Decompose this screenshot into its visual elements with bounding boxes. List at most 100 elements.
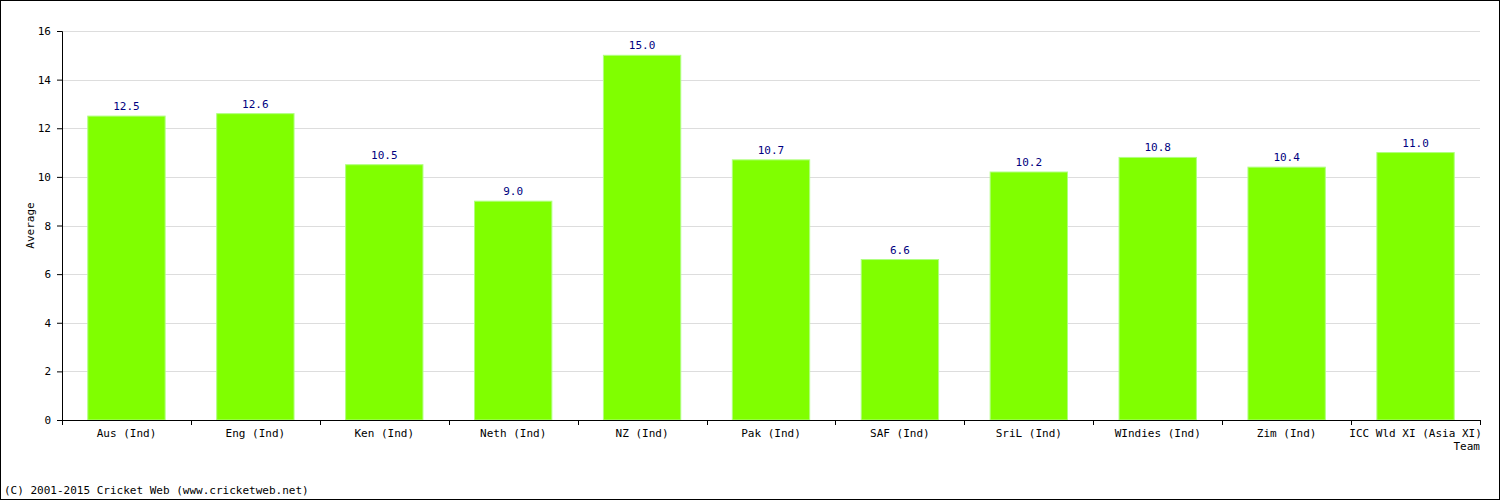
category-divider (835, 420, 836, 425)
x-tick-label: Eng (Ind) (226, 427, 286, 440)
y-tick: 6 (44, 268, 62, 281)
y-axis: 0 2 4 6 8 10 12 14 16 (38, 25, 63, 427)
x-tick: Ken (Ind) (354, 420, 414, 440)
grid (62, 32, 1480, 421)
y-tick-label: 16 (38, 25, 51, 38)
x-axis-line (63, 420, 1481, 421)
x-tick-label: Pak (Ind) (741, 427, 801, 440)
y-tick-mark (57, 31, 62, 32)
x-tick: Aus (Ind) (97, 420, 157, 440)
x-tick: Eng (Ind) (226, 420, 286, 440)
data-label: 10.8 (1144, 141, 1171, 154)
y-tick: 0 (44, 414, 62, 427)
category-divider (578, 420, 579, 425)
data-label: 10.2 (1016, 156, 1042, 169)
frame (1, 1, 1500, 500)
y-tick-mark (57, 371, 62, 372)
x-axis-title: Team (1454, 440, 1481, 453)
bar (1248, 167, 1325, 420)
category-divider (1093, 420, 1094, 425)
y-tick: 12 (38, 122, 62, 135)
category-divider (449, 420, 450, 425)
data-label: 12.6 (242, 98, 269, 111)
x-tick: SriL (Ind) (996, 420, 1062, 440)
grid-line (62, 80, 1480, 81)
x-tick-label: Zim (Ind) (1257, 427, 1317, 440)
x-tick-label: NZ (Ind) (616, 427, 669, 440)
bar (346, 165, 423, 420)
y-tick: 14 (38, 74, 62, 87)
y-tick-mark (57, 420, 62, 421)
bar (1377, 153, 1454, 420)
x-tick-label: Aus (Ind) (97, 427, 157, 440)
x-tick-label: WIndies (Ind) (1115, 427, 1201, 440)
bar (217, 114, 294, 420)
y-tick-label: 12 (38, 122, 51, 135)
data-label: 15.0 (629, 39, 656, 52)
x-tick: SAF (Ind) (870, 420, 930, 440)
x-tick-label: SriL (Ind) (996, 427, 1062, 440)
x-tick: Pak (Ind) (741, 420, 801, 440)
y-tick-label: 8 (44, 220, 51, 233)
annotation: (C) 2001-2015 Cricket Web (www.cricketwe… (4, 484, 309, 497)
x-axis: Aus (Ind) Eng (Ind) Ken (Ind) Neth (Ind) NZ … (63, 420, 1482, 440)
x-tick: ICC Wld XI (Asia XI) (1349, 420, 1481, 440)
x-tick: Neth (Ind) (480, 420, 546, 440)
y-tick: 8 (44, 220, 62, 233)
category-divider (1222, 420, 1223, 425)
y-tick-mark (57, 226, 62, 227)
category-divider (191, 420, 192, 425)
y-tick: 2 (44, 365, 62, 378)
y-tick-label: 10 (38, 171, 51, 184)
data-label: 9.0 (503, 185, 523, 198)
y-tick-mark (57, 177, 62, 178)
y-tick-label: 0 (44, 414, 51, 427)
x-tick: WIndies (Ind) (1115, 420, 1201, 440)
grid-line (62, 31, 1480, 32)
category-divider (707, 420, 708, 425)
x-tick-label: Neth (Ind) (480, 427, 546, 440)
bar (475, 201, 552, 420)
y-tick: 10 (38, 171, 62, 184)
data-label: 10.4 (1273, 151, 1300, 164)
y-tick-mark (57, 80, 62, 81)
y-axis-title: Average (24, 202, 37, 248)
y-tick-mark (57, 128, 62, 129)
x-tick-label: ICC Wld XI (Asia XI) (1349, 427, 1481, 440)
bar (1119, 157, 1196, 420)
bar (603, 55, 680, 420)
bar (732, 160, 809, 420)
y-tick-label: 14 (38, 74, 52, 87)
category-divider (1480, 420, 1481, 425)
data-label: 6.6 (890, 244, 910, 257)
category-dividers (63, 420, 1481, 425)
category-divider (62, 420, 63, 425)
data-label: 11.0 (1402, 137, 1429, 150)
bar (88, 116, 165, 420)
category-divider (1351, 420, 1352, 425)
x-tick-label: SAF (Ind) (870, 427, 930, 440)
y-tick-label: 2 (44, 365, 51, 378)
category-divider (320, 420, 321, 425)
data-labels: 12.5 12.6 10.5 9.0 15.0 10.7 6.6 10.2 10.8 10.4 11… (113, 39, 1429, 256)
y-tick-mark (57, 323, 62, 324)
data-label: 12.5 (113, 100, 140, 113)
data-label: 10.5 (371, 149, 398, 162)
y-tick-label: 6 (44, 268, 51, 281)
chart: 12.5 12.6 10.5 9.0 15.0 10.7 6.6 10.2 10.8 10.4 11… (0, 0, 1500, 500)
y-tick: 4 (44, 317, 62, 330)
bar (861, 260, 938, 420)
y-tick: 16 (38, 25, 62, 38)
data-label: 10.7 (758, 144, 785, 157)
x-tick-label: Ken (Ind) (354, 427, 414, 440)
x-tick: Zim (Ind) (1257, 420, 1317, 440)
y-tick-label: 4 (44, 317, 51, 330)
x-tick: NZ (Ind) (616, 420, 669, 440)
y-axis-line (57, 32, 63, 421)
bar (990, 172, 1067, 420)
plot: 12.5 12.6 10.5 9.0 15.0 10.7 6.6 10.2 10.8 10.4 11… (38, 25, 1482, 440)
grid-line (62, 420, 1480, 421)
bars (88, 55, 1454, 420)
category-divider (964, 420, 965, 425)
y-tick-mark (57, 274, 62, 275)
